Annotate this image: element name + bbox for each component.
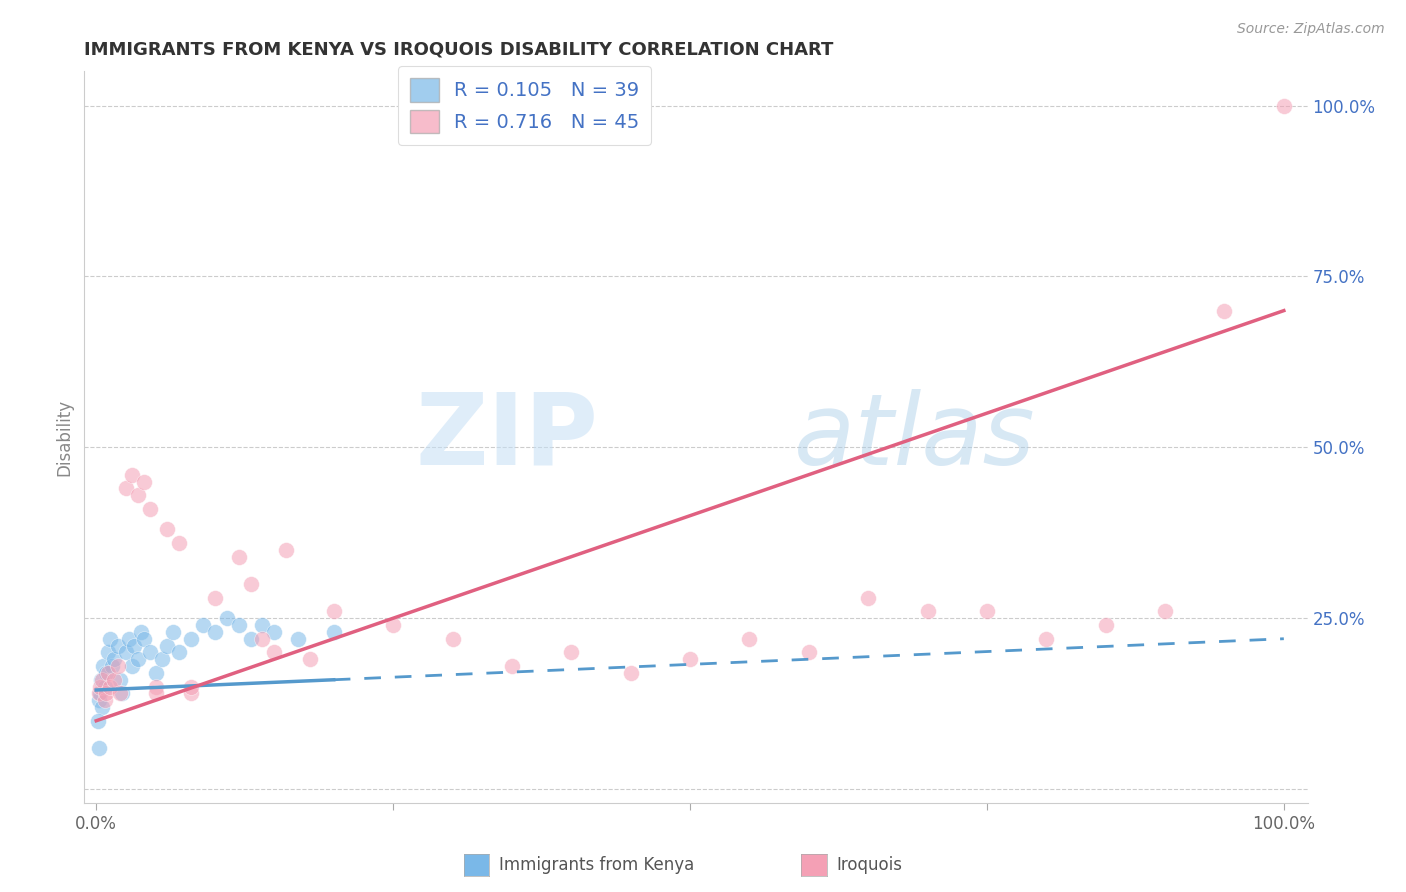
Text: Immigrants from Kenya: Immigrants from Kenya [499,856,695,874]
Point [138,501,160,516]
Point [138,645,160,659]
Point [204,591,226,605]
Point [132,475,155,489]
Point [89,680,111,694]
Point [856,591,879,605]
Point [228,549,250,564]
Point [111,686,134,700]
Point [1094,618,1116,632]
Point [162,624,184,639]
Point [108,686,131,700]
Point [100,659,122,673]
Point [679,652,702,666]
Point [228,618,250,632]
Point [263,645,285,659]
Point [122,639,145,653]
Point [169,536,191,550]
Point [115,481,138,495]
Point [180,686,202,700]
Point [97,645,120,659]
Point [87,693,110,707]
Point [204,624,226,639]
Point [100,680,122,694]
Point [620,665,643,680]
Legend: R = 0.105   N = 39, R = 0.716   N = 45: R = 0.105 N = 39, R = 0.716 N = 45 [398,66,651,145]
Point [108,673,131,687]
Point [118,632,141,646]
Point [107,659,129,673]
Point [100,632,122,646]
Point [180,632,202,646]
Point [738,632,761,646]
Point [1035,632,1057,646]
Point [87,714,110,728]
Point [322,624,344,639]
Point [89,686,111,700]
Text: IMMIGRANTS FROM KENYA VS IROQUOIS DISABILITY CORRELATION CHART: IMMIGRANTS FROM KENYA VS IROQUOIS DISABI… [84,41,834,59]
Point [90,673,112,687]
Point [91,673,114,687]
Point [180,680,202,694]
Point [94,686,117,700]
Point [132,632,155,646]
Point [441,632,464,646]
Point [239,577,262,591]
Text: ZIP: ZIP [415,389,598,485]
Point [263,624,285,639]
Point [287,632,309,646]
Point [94,665,117,680]
Point [150,652,173,666]
Point [156,639,179,653]
Point [131,624,153,639]
Point [1213,303,1236,318]
Point [89,741,111,756]
Point [215,611,238,625]
Text: Iroquois: Iroquois [837,856,903,874]
Point [976,604,998,618]
Point [156,522,179,536]
Point [103,652,125,666]
Point [1154,604,1177,618]
Point [252,618,274,632]
Point [145,665,167,680]
Point [917,604,939,618]
Point [121,467,143,482]
Text: Source: ZipAtlas.com: Source: ZipAtlas.com [1237,22,1385,37]
Point [191,618,214,632]
Point [797,645,820,659]
Point [322,604,344,618]
Point [87,686,110,700]
Point [560,645,582,659]
Point [239,632,262,646]
Point [1272,98,1295,112]
Point [382,618,405,632]
Point [169,645,191,659]
Point [97,665,120,680]
Point [93,693,115,707]
Point [501,659,523,673]
Point [252,632,274,646]
Point [115,645,138,659]
Point [93,659,115,673]
Text: atlas: atlas [794,389,1035,485]
Point [91,700,114,714]
Point [145,686,167,700]
Point [127,652,149,666]
Point [127,488,149,502]
Y-axis label: Disability: Disability [55,399,73,475]
Point [93,680,115,694]
Point [276,542,298,557]
Point [145,680,167,694]
Point [121,659,143,673]
Point [298,652,321,666]
Point [107,639,129,653]
Point [103,673,125,687]
